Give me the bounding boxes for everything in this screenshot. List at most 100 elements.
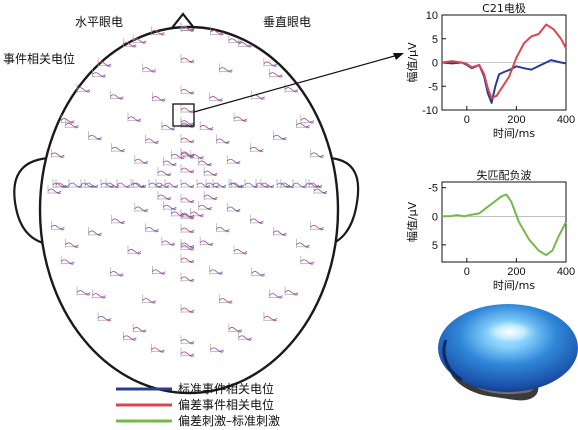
electrode-trace <box>180 85 195 95</box>
electrode-trace <box>296 119 310 129</box>
electrode-trace <box>238 331 252 341</box>
electrode-trace <box>199 121 214 131</box>
electrode-trace <box>134 202 148 212</box>
y-tick-label: 5 <box>432 240 438 252</box>
electrode-trace <box>148 179 163 189</box>
y-tick-label: 0 <box>432 211 438 223</box>
electrode-trace <box>51 148 65 158</box>
electrode-trace <box>180 224 195 234</box>
plot-frame <box>441 181 567 263</box>
electrode-trace <box>92 68 106 78</box>
y-axis-label: 幅值/μV <box>406 42 419 83</box>
electrode-trace <box>180 272 195 282</box>
electrode-trace <box>142 63 156 73</box>
electrode-trace <box>92 289 106 299</box>
electrode-trace <box>145 134 159 144</box>
legend-label-standard: 标准事件相关电位 <box>178 381 274 396</box>
y-axis-label: 幅值/μV <box>406 201 419 242</box>
vertical-eog-label: 垂直眼电 <box>263 15 311 29</box>
electrode-trace <box>122 38 137 48</box>
electrode-trace <box>151 26 165 36</box>
electrode-trace <box>132 323 147 333</box>
electrode-trace <box>84 179 99 189</box>
electrode-trace <box>276 179 291 189</box>
x-tick-label: 400 <box>557 114 575 126</box>
x-tick-label: 0 <box>464 266 470 278</box>
electrode-trace <box>180 149 195 159</box>
electrode-grid <box>47 22 328 357</box>
legend-label-deviant: 偏差事件相关电位 <box>178 397 274 412</box>
electrode-trace <box>180 164 195 174</box>
electrode-trace <box>76 286 91 296</box>
electrode-trace <box>218 63 233 73</box>
x-axis-label: 时间/ms <box>493 127 535 140</box>
electrode-trace <box>180 304 195 314</box>
electrode-trace <box>238 38 252 48</box>
electrode-trace <box>151 92 166 102</box>
electrode-trace <box>76 83 91 93</box>
electrode-trace <box>180 335 195 345</box>
electrode-trace <box>163 201 177 211</box>
electrode-trace <box>313 185 328 195</box>
3d-head-render <box>438 304 578 401</box>
electrode-trace <box>180 134 195 144</box>
electrode-trace <box>142 294 156 304</box>
electrode-trace <box>52 179 67 189</box>
horizontal-eog-label: 水平眼电 <box>75 15 123 29</box>
electrode-trace <box>127 245 142 255</box>
y-tick-label: -5 <box>428 81 438 93</box>
electrode-trace <box>218 294 233 304</box>
electrode-trace <box>226 202 241 212</box>
chart-title: C21电极 <box>482 1 526 15</box>
electrode-trace <box>284 286 299 296</box>
chart-title: 失匹配负波 <box>477 168 532 182</box>
electrode-trace <box>97 312 112 322</box>
electrode-trace <box>132 179 147 189</box>
c21-highlight-box <box>172 103 195 127</box>
electrode-trace <box>180 194 195 204</box>
electrode-trace <box>251 90 265 100</box>
electrode-trace <box>198 156 212 166</box>
electrode-trace <box>180 22 195 32</box>
electrode-trace <box>212 179 227 189</box>
electrode-trace <box>151 343 165 353</box>
electrode-trace <box>296 238 310 248</box>
electrode-trace <box>111 214 125 224</box>
c21-pointer-arrow <box>193 54 399 113</box>
electrode-trace <box>68 179 83 189</box>
electrode-trace <box>164 179 179 189</box>
electrode-trace <box>65 119 79 129</box>
electrode-trace <box>134 155 148 165</box>
electrode-trace <box>226 155 241 165</box>
electrode-trace <box>251 267 265 277</box>
electrode-trace <box>209 92 223 102</box>
electrode-trace <box>109 90 124 100</box>
electrode-trace <box>269 68 283 78</box>
electrode-trace <box>196 179 211 189</box>
electrode-trace <box>157 190 172 200</box>
electrode-trace <box>157 167 172 177</box>
electrode-trace <box>263 312 278 322</box>
electrode-trace <box>190 150 204 160</box>
series-line <box>441 23 567 100</box>
electrode-trace <box>308 179 323 189</box>
electrode-trace <box>109 267 124 277</box>
electrode-trace <box>210 26 224 36</box>
electrode-trace <box>127 112 142 122</box>
x-tick-label: 200 <box>507 266 525 278</box>
electrode-trace <box>163 156 177 166</box>
electrode-trace <box>180 241 195 251</box>
electrode-trace <box>269 289 283 299</box>
arrowhead <box>393 53 404 60</box>
electrode-trace <box>209 265 223 275</box>
electrode-trace <box>233 245 248 255</box>
electrode-trace <box>116 179 131 189</box>
electrode-trace <box>216 223 230 233</box>
electrode-trace <box>263 57 278 67</box>
electrode-trace <box>244 179 259 189</box>
electrode-trace <box>300 255 314 265</box>
y-tick-label: -10 <box>422 105 438 117</box>
